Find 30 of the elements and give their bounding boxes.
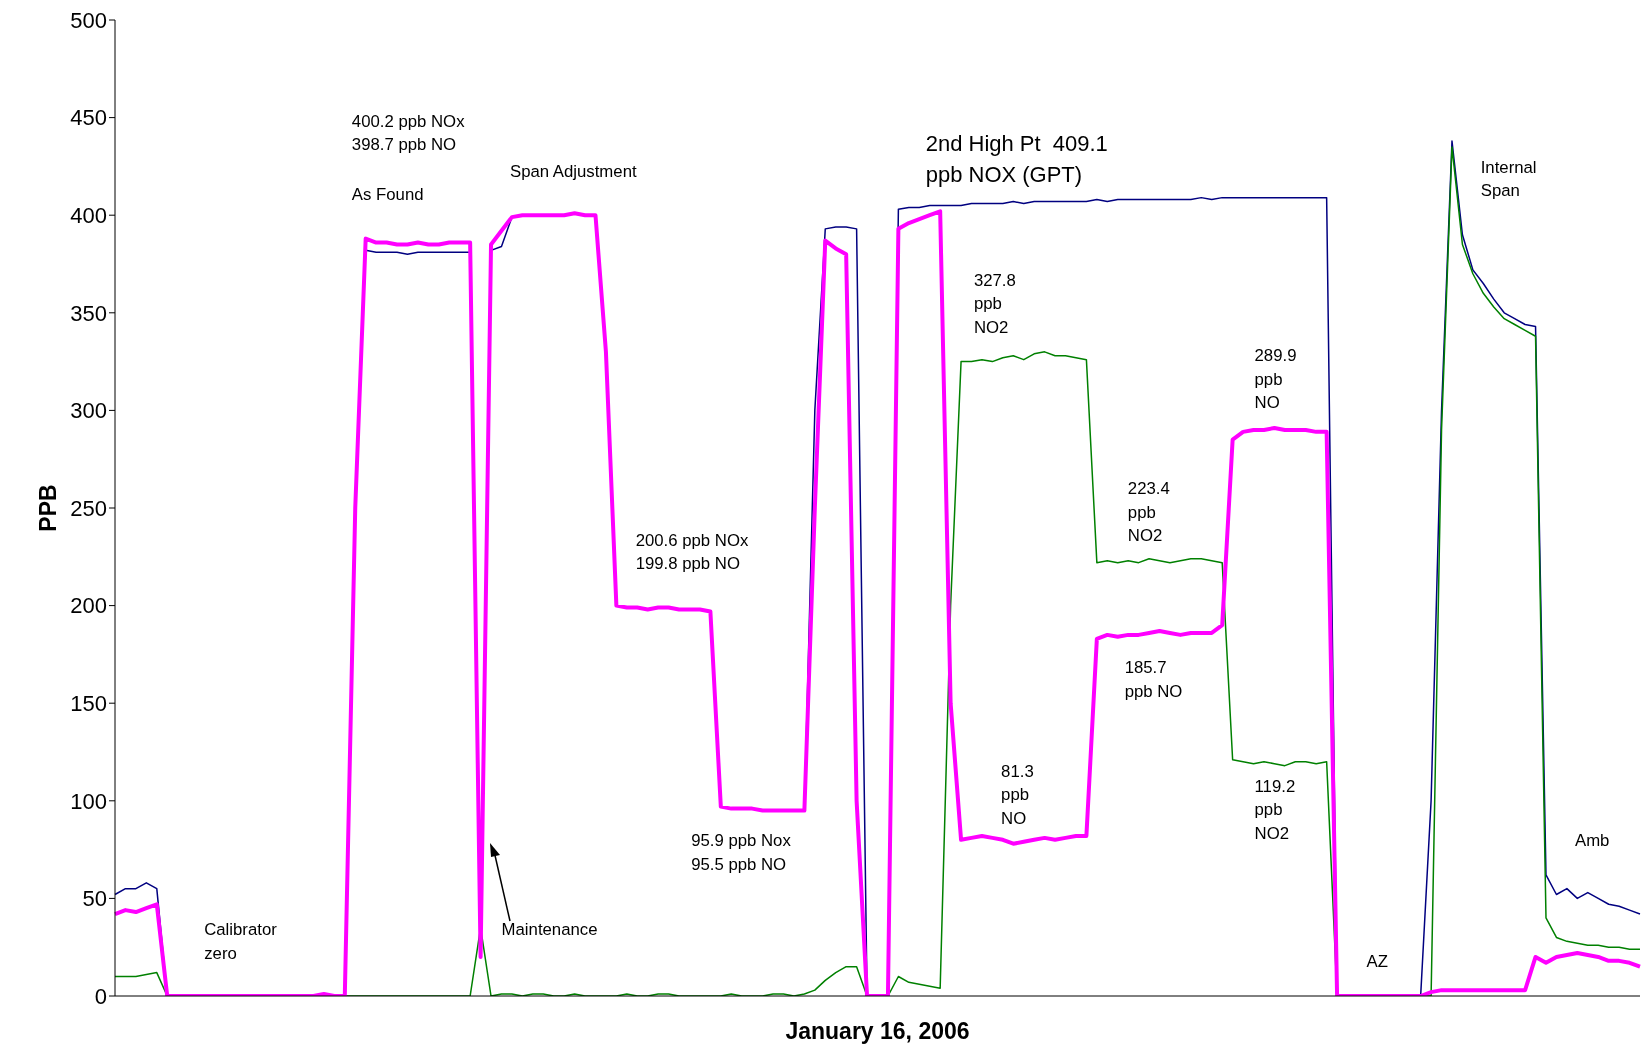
annotation: 81.3 ppb NO [1001, 761, 1034, 830]
annotation: 185.7 ppb NO [1124, 657, 1183, 703]
annotation: Maintenance [501, 919, 598, 942]
x-axis-title: January 16, 2006 [785, 1018, 970, 1044]
y-tick-label: 450 [70, 105, 107, 131]
annotation: 119.2 ppb NO2 [1254, 775, 1296, 845]
annotation: 289.9 ppb NO [1254, 345, 1297, 415]
annotation: Span Adjustment [509, 161, 637, 183]
y-tick-label: 50 [82, 886, 107, 912]
annotation: Internal Span [1480, 156, 1537, 203]
annotation: 95.9 ppb Nox 95.5 ppb NO [691, 830, 791, 876]
annotation: 327.8 ppb NO2 [973, 269, 1016, 339]
annotation: 2nd High Pt 409.1 ppb NOX (GPT) [925, 130, 1108, 189]
annotation: Amb [1574, 830, 1610, 853]
y-tick-label: 500 [70, 7, 107, 33]
y-tick-label: 150 [70, 691, 107, 717]
y-tick-label: 200 [70, 593, 107, 619]
annotation: 223.4 ppb NO2 [1127, 478, 1170, 548]
annotation: 200.6 ppb NOx 199.8 ppb NO [635, 529, 749, 576]
y-tick-label: 100 [70, 788, 107, 814]
annotation: 400.2 ppb NOx 398.7 ppb NO [351, 110, 465, 157]
y-tick-label: 250 [70, 495, 107, 521]
y-axis-title: PPB [35, 484, 62, 532]
annotation: As Found [351, 184, 424, 207]
y-tick-label: 400 [70, 203, 107, 229]
y-tick-label: 300 [70, 398, 107, 424]
annotation: Calibrator zero [204, 919, 277, 965]
annotation: AZ [1366, 950, 1388, 973]
y-tick-label: 350 [70, 300, 107, 326]
y-tick-label: 0 [94, 983, 107, 1009]
